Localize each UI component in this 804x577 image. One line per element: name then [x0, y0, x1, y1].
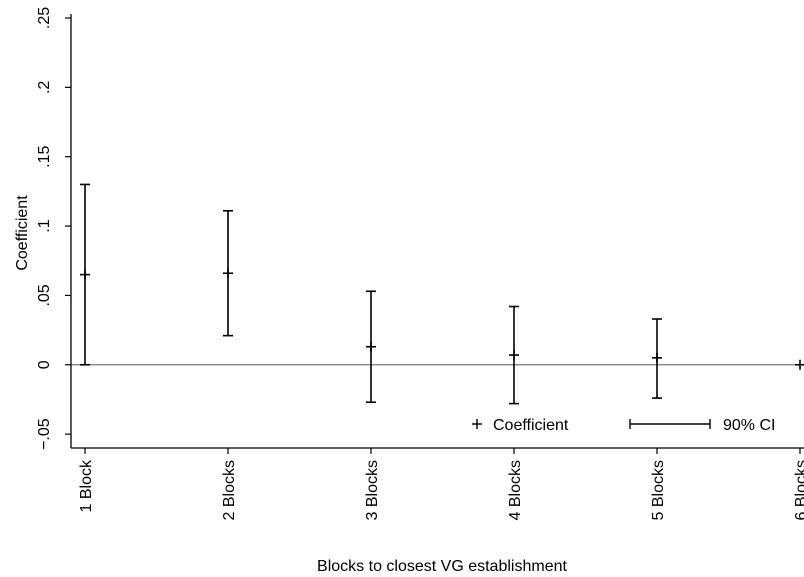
coefficient-point: [80, 269, 90, 280]
x-tick-label: 4 Blocks: [507, 460, 524, 520]
confidence-intervals: [80, 183, 662, 405]
x-tick-label: 6 Blocks: [793, 460, 804, 520]
y-tick-label: .2: [36, 81, 53, 94]
coefficient-point: [366, 341, 376, 352]
y-tick-label: 0: [36, 360, 53, 369]
x-tick-label: 3 Blocks: [364, 460, 381, 520]
legend-label-coefficient: Coefficient: [493, 417, 569, 434]
y-tick-label: .25: [36, 7, 53, 29]
coefficient-point: [795, 359, 804, 370]
x-tick-label: 2 Blocks: [221, 460, 238, 520]
y-tick-label: .05: [36, 284, 53, 306]
x-axis: 1 Block 2 Blocks 3 Blocks 4 Blocks 5 Blocks 6…: [78, 448, 804, 520]
x-tick-label: 5 Blocks: [650, 460, 667, 520]
y-axis-label: Coefficient: [14, 195, 31, 271]
y-tick-label: −.05: [36, 418, 53, 450]
x-axis-label: Blocks to closest VG establishment: [317, 558, 567, 575]
coefficient-point: [223, 268, 233, 279]
y-tick-label: .1: [36, 219, 53, 232]
legend: Coefficient 90% CI: [472, 417, 775, 434]
x-tick-label: 1 Block: [78, 459, 95, 512]
coefficient-markers: [80, 268, 804, 370]
legend-label-ci: 90% CI: [723, 417, 775, 434]
y-tick-label: .15: [36, 145, 53, 167]
legend-item-coefficient: Coefficient: [472, 417, 569, 434]
coefficient-point: [652, 352, 662, 363]
coefficient-point: [509, 350, 519, 361]
y-axis: −.05 0 .05 .1 .15 .2 .25: [36, 7, 71, 450]
legend-item-ci: 90% CI: [629, 417, 775, 434]
